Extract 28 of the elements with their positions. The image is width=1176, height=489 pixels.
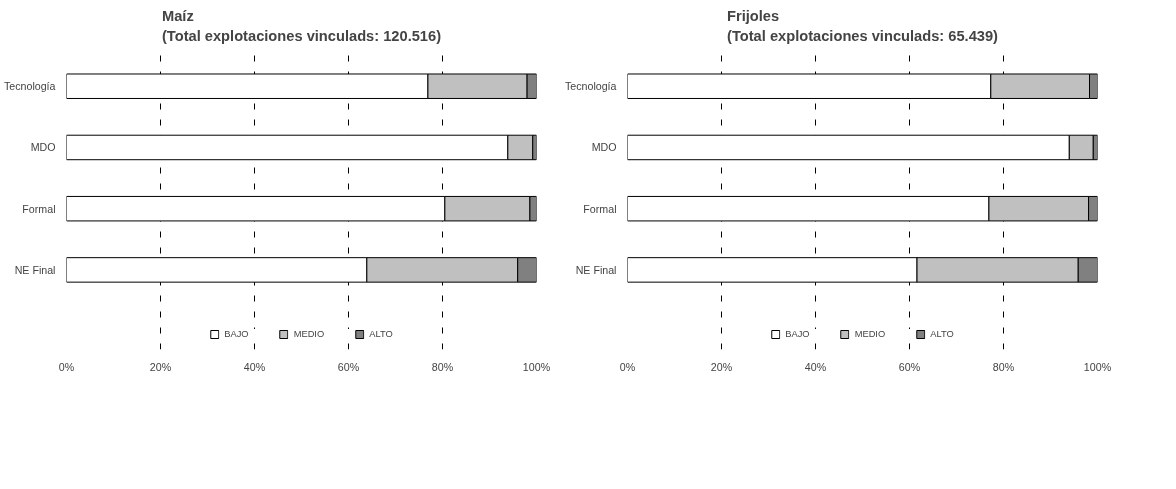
x-tick-label: 100%: [1083, 360, 1112, 373]
x-tick-label: 20%: [149, 360, 172, 373]
y-tick-label: Formal: [22, 202, 56, 215]
y-tick-label: Tecnología: [3, 80, 56, 93]
x-tick-label: 0%: [58, 360, 75, 373]
chart-title: Frijoles (Total explotaciones vinculads: 65.439): [727, 7, 999, 45]
x-tick-label: 60%: [898, 360, 921, 373]
chart-title: Maíz (Total explotaciones vinculads: 120.516): [161, 7, 442, 45]
x-tick-label: 0%: [619, 360, 636, 373]
y-tick-label: Tecnología: [564, 80, 617, 93]
legend-label: BAJO: [224, 329, 249, 339]
x-tick-label: 60%: [337, 360, 360, 373]
legend-label: BAJO: [785, 329, 810, 339]
y-tick-label: NE Final: [575, 263, 617, 276]
x-tick-label: 20%: [710, 360, 733, 373]
y-tick-label: MDO: [30, 141, 56, 154]
legend-label: ALTO: [930, 329, 954, 339]
x-tick-label: 40%: [804, 360, 827, 373]
y-tick-label: MDO: [591, 141, 617, 154]
legend-label: ALTO: [369, 329, 393, 339]
x-tick-label: 80%: [992, 360, 1015, 373]
x-tick-label: 100%: [522, 360, 551, 373]
x-tick-label: 80%: [431, 360, 454, 373]
legend-label: MEDIO: [293, 329, 325, 339]
y-tick-label: NE Final: [14, 263, 56, 276]
legend-label: MEDIO: [854, 329, 886, 339]
y-tick-label: Formal: [583, 202, 617, 215]
x-tick-label: 40%: [243, 360, 266, 373]
